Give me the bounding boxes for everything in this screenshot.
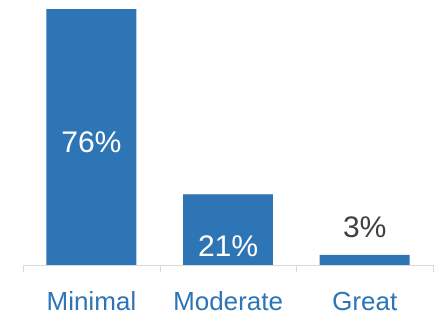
data-label-minimal: 76%	[61, 126, 121, 159]
bars-group	[46, 9, 410, 265]
data-labels-group: 76% 21% 3%	[61, 126, 386, 263]
bar-minimal	[46, 9, 137, 265]
data-label-moderate: 21%	[198, 230, 258, 263]
bar-great	[319, 254, 410, 265]
data-label-great: 3%	[343, 211, 386, 244]
x-axis	[23, 265, 434, 272]
category-label-moderate: Moderate	[173, 286, 283, 316]
category-label-great: Great	[332, 286, 398, 316]
category-labels-group: Minimal Moderate Great	[47, 286, 398, 316]
bar-moderate	[183, 194, 273, 265]
category-label-minimal: Minimal	[47, 286, 137, 316]
